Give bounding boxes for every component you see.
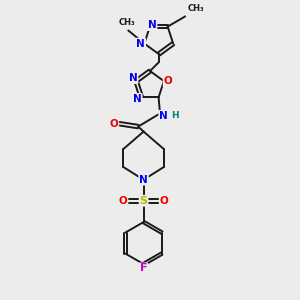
Text: O: O	[110, 119, 118, 129]
Text: N: N	[133, 94, 142, 104]
Text: O: O	[119, 196, 128, 206]
Text: N: N	[159, 111, 168, 121]
Text: H: H	[171, 111, 179, 120]
Text: S: S	[140, 196, 148, 206]
Text: O: O	[160, 196, 168, 206]
Text: N: N	[136, 39, 145, 49]
Text: N: N	[139, 175, 148, 185]
Text: N: N	[129, 73, 138, 83]
Text: CH₃: CH₃	[188, 4, 205, 14]
Text: CH₃: CH₃	[118, 18, 135, 27]
Text: F: F	[140, 263, 147, 274]
Text: N: N	[148, 20, 157, 30]
Text: O: O	[164, 76, 172, 86]
